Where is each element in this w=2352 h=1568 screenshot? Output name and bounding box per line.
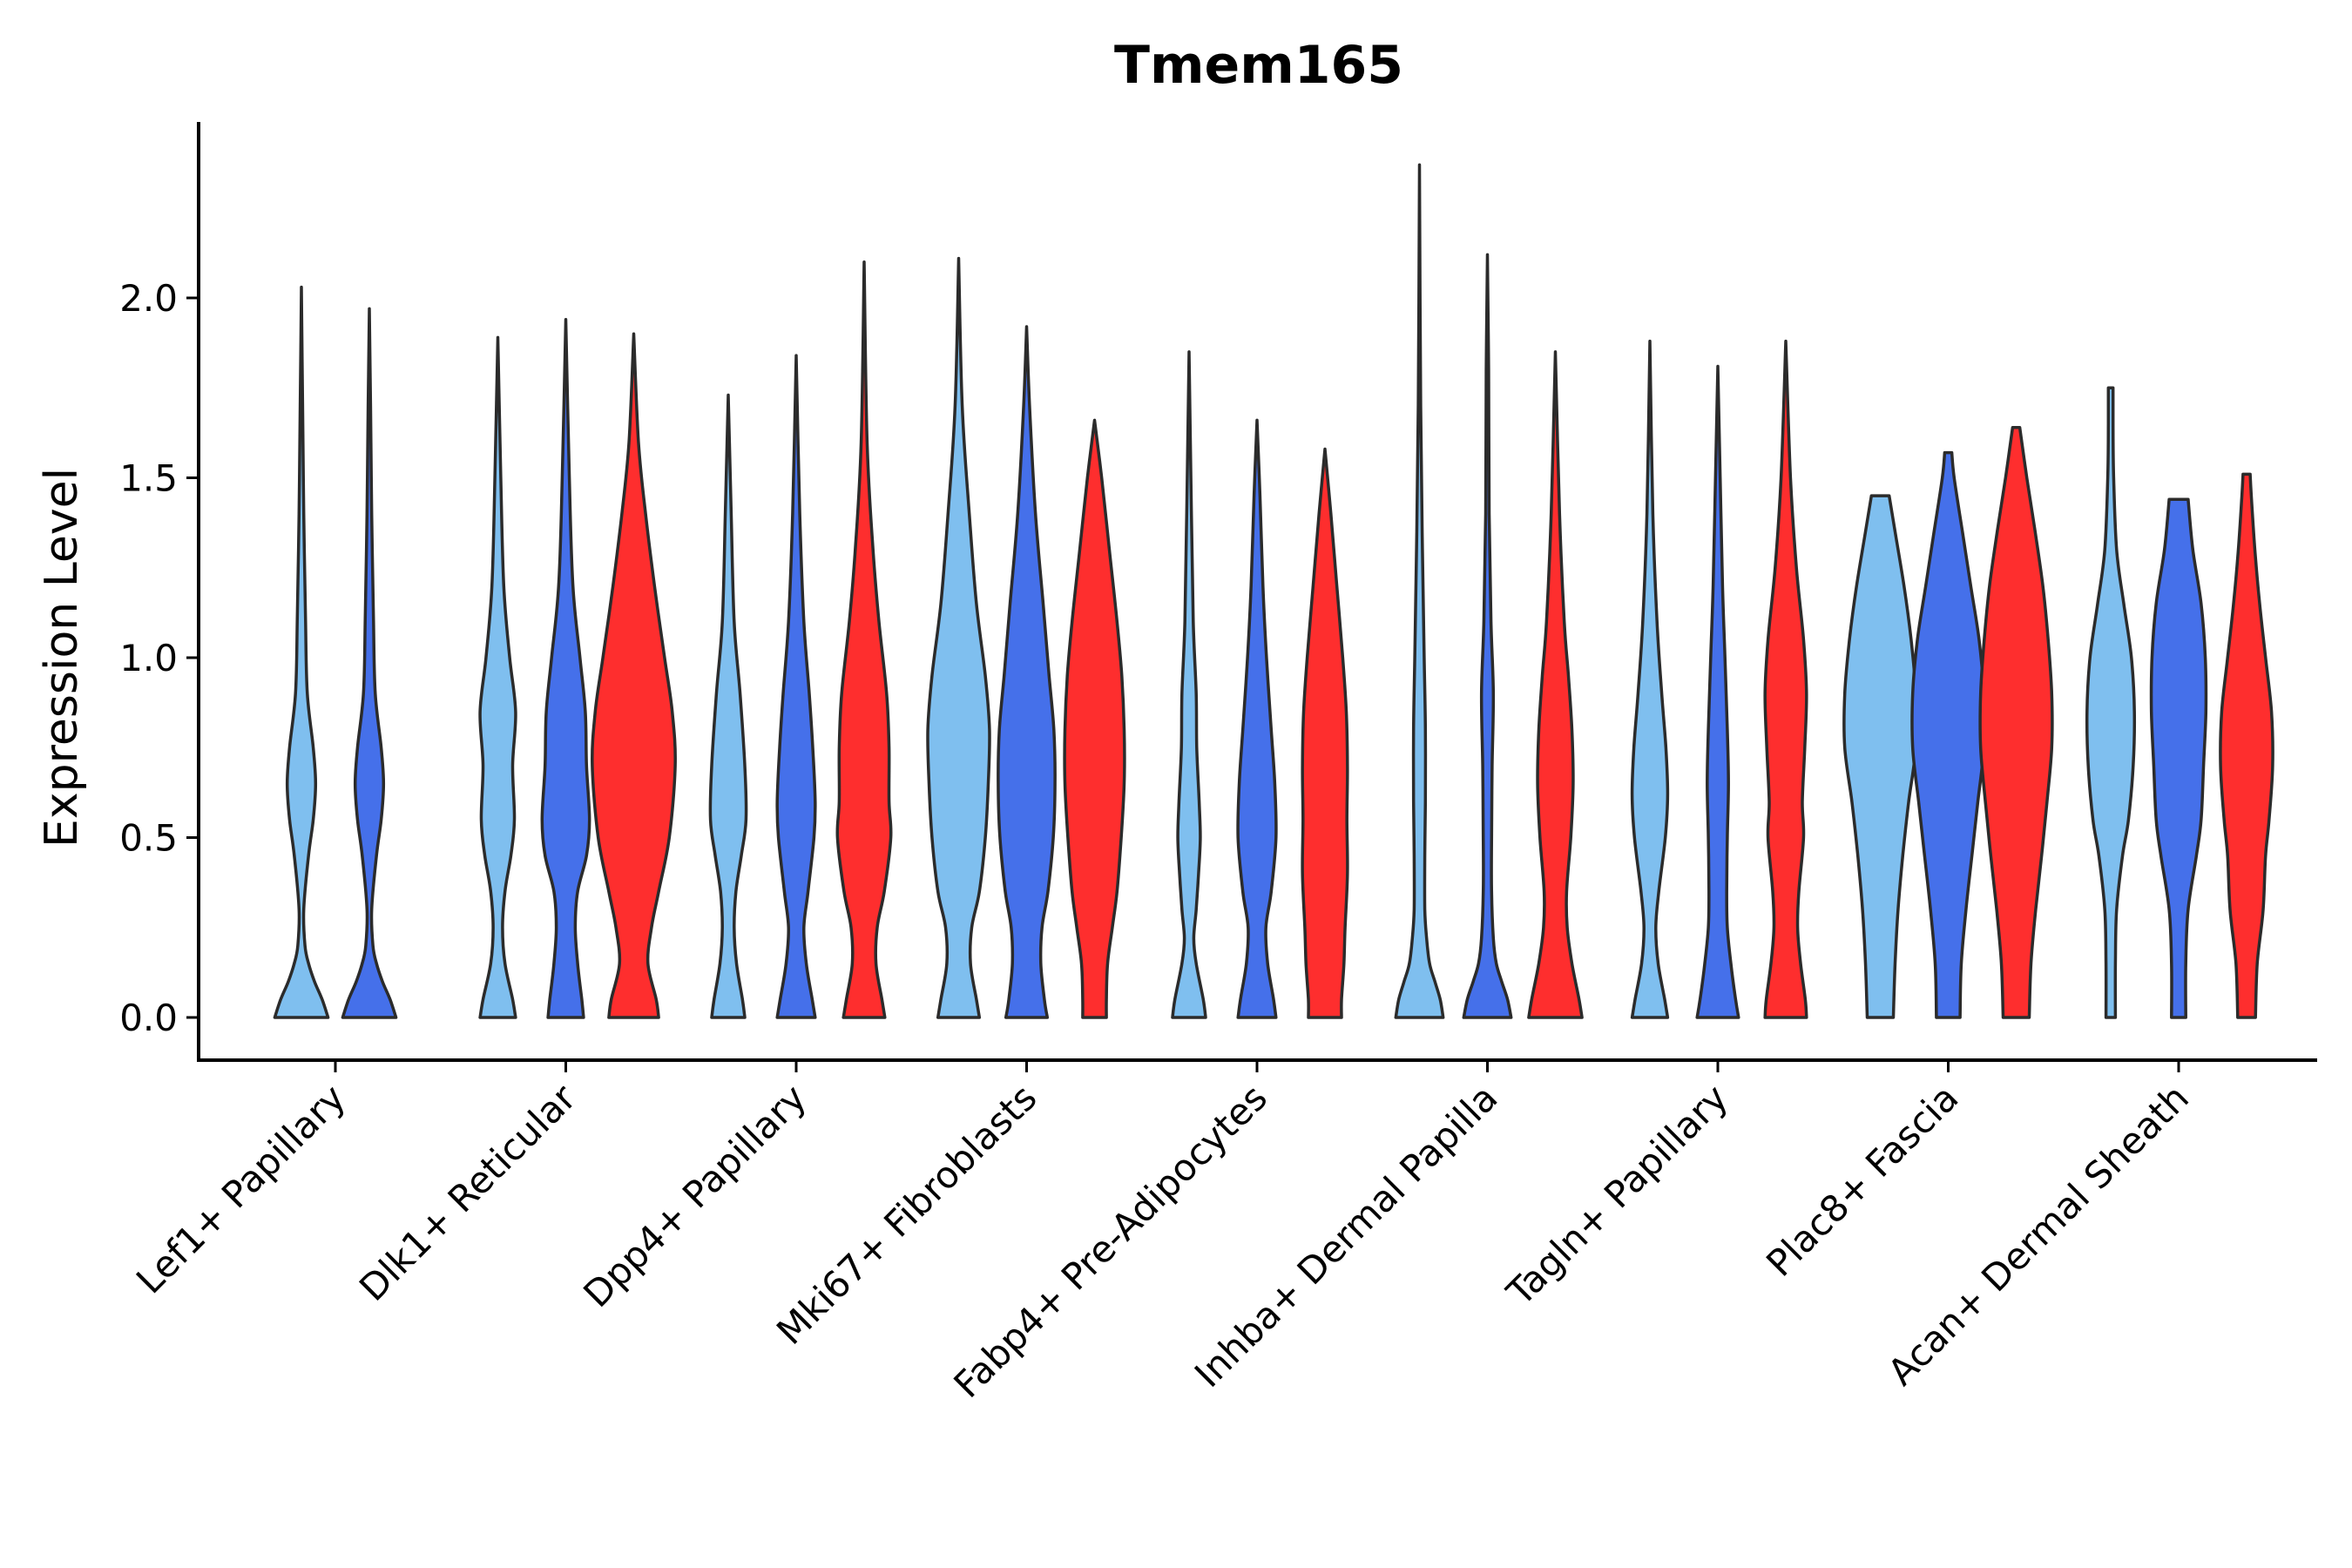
violin-8-1 bbox=[1842, 494, 1918, 1019]
violin-6-1 bbox=[1394, 163, 1445, 1019]
violin-1-1 bbox=[273, 285, 330, 1019]
violin-5-3 bbox=[1301, 447, 1349, 1019]
violin-layer bbox=[273, 163, 2274, 1019]
violin-8-2 bbox=[1910, 450, 1986, 1019]
violin-7-2 bbox=[1695, 364, 1740, 1019]
violin-7-3 bbox=[1763, 339, 1808, 1019]
violin-4-2 bbox=[997, 325, 1057, 1019]
violin-9-1 bbox=[2085, 386, 2137, 1019]
x-category-label: Tagln+ Papillary bbox=[1498, 1076, 1736, 1314]
violin-9-2 bbox=[2149, 497, 2208, 1019]
violin-5-2 bbox=[1236, 418, 1278, 1019]
violin-9-3 bbox=[2219, 472, 2274, 1019]
violin-7-1 bbox=[1630, 339, 1670, 1019]
x-category-label: Lef1+ Papillary bbox=[128, 1076, 354, 1301]
violin-3-2 bbox=[775, 354, 817, 1019]
x-category-label: Dpp4+ Papillary bbox=[575, 1076, 814, 1315]
violin-2-3 bbox=[591, 332, 677, 1019]
violin-2-2 bbox=[540, 318, 591, 1019]
violin-4-3 bbox=[1063, 418, 1126, 1019]
x-category-label: Mki67+ Fibroblasts bbox=[768, 1076, 1044, 1352]
violin-3-1 bbox=[708, 393, 748, 1019]
y-tick-label: 2.0 bbox=[119, 277, 178, 320]
y-tick-label: 0.0 bbox=[119, 997, 178, 1039]
y-tick-label: 1.0 bbox=[119, 637, 178, 679]
chart-title: Tmem165 bbox=[1114, 35, 1403, 96]
y-axis-label: Expression Level bbox=[36, 468, 88, 848]
violin-5-1 bbox=[1171, 350, 1207, 1019]
y-tick-label: 1.5 bbox=[119, 457, 178, 500]
violin-1-2 bbox=[341, 307, 398, 1019]
violin-8-3 bbox=[1978, 425, 2054, 1019]
x-category-label: Plac8+ Fascia bbox=[1758, 1076, 1966, 1284]
violin-3-3 bbox=[835, 260, 893, 1019]
violin-6-2 bbox=[1462, 253, 1513, 1019]
violin-6-3 bbox=[1527, 350, 1584, 1019]
violin-2-1 bbox=[478, 335, 517, 1019]
violin-4-1 bbox=[926, 256, 991, 1019]
x-category-label: Dlk1+ Reticular bbox=[351, 1076, 585, 1309]
y-tick-label: 0.5 bbox=[119, 817, 178, 860]
